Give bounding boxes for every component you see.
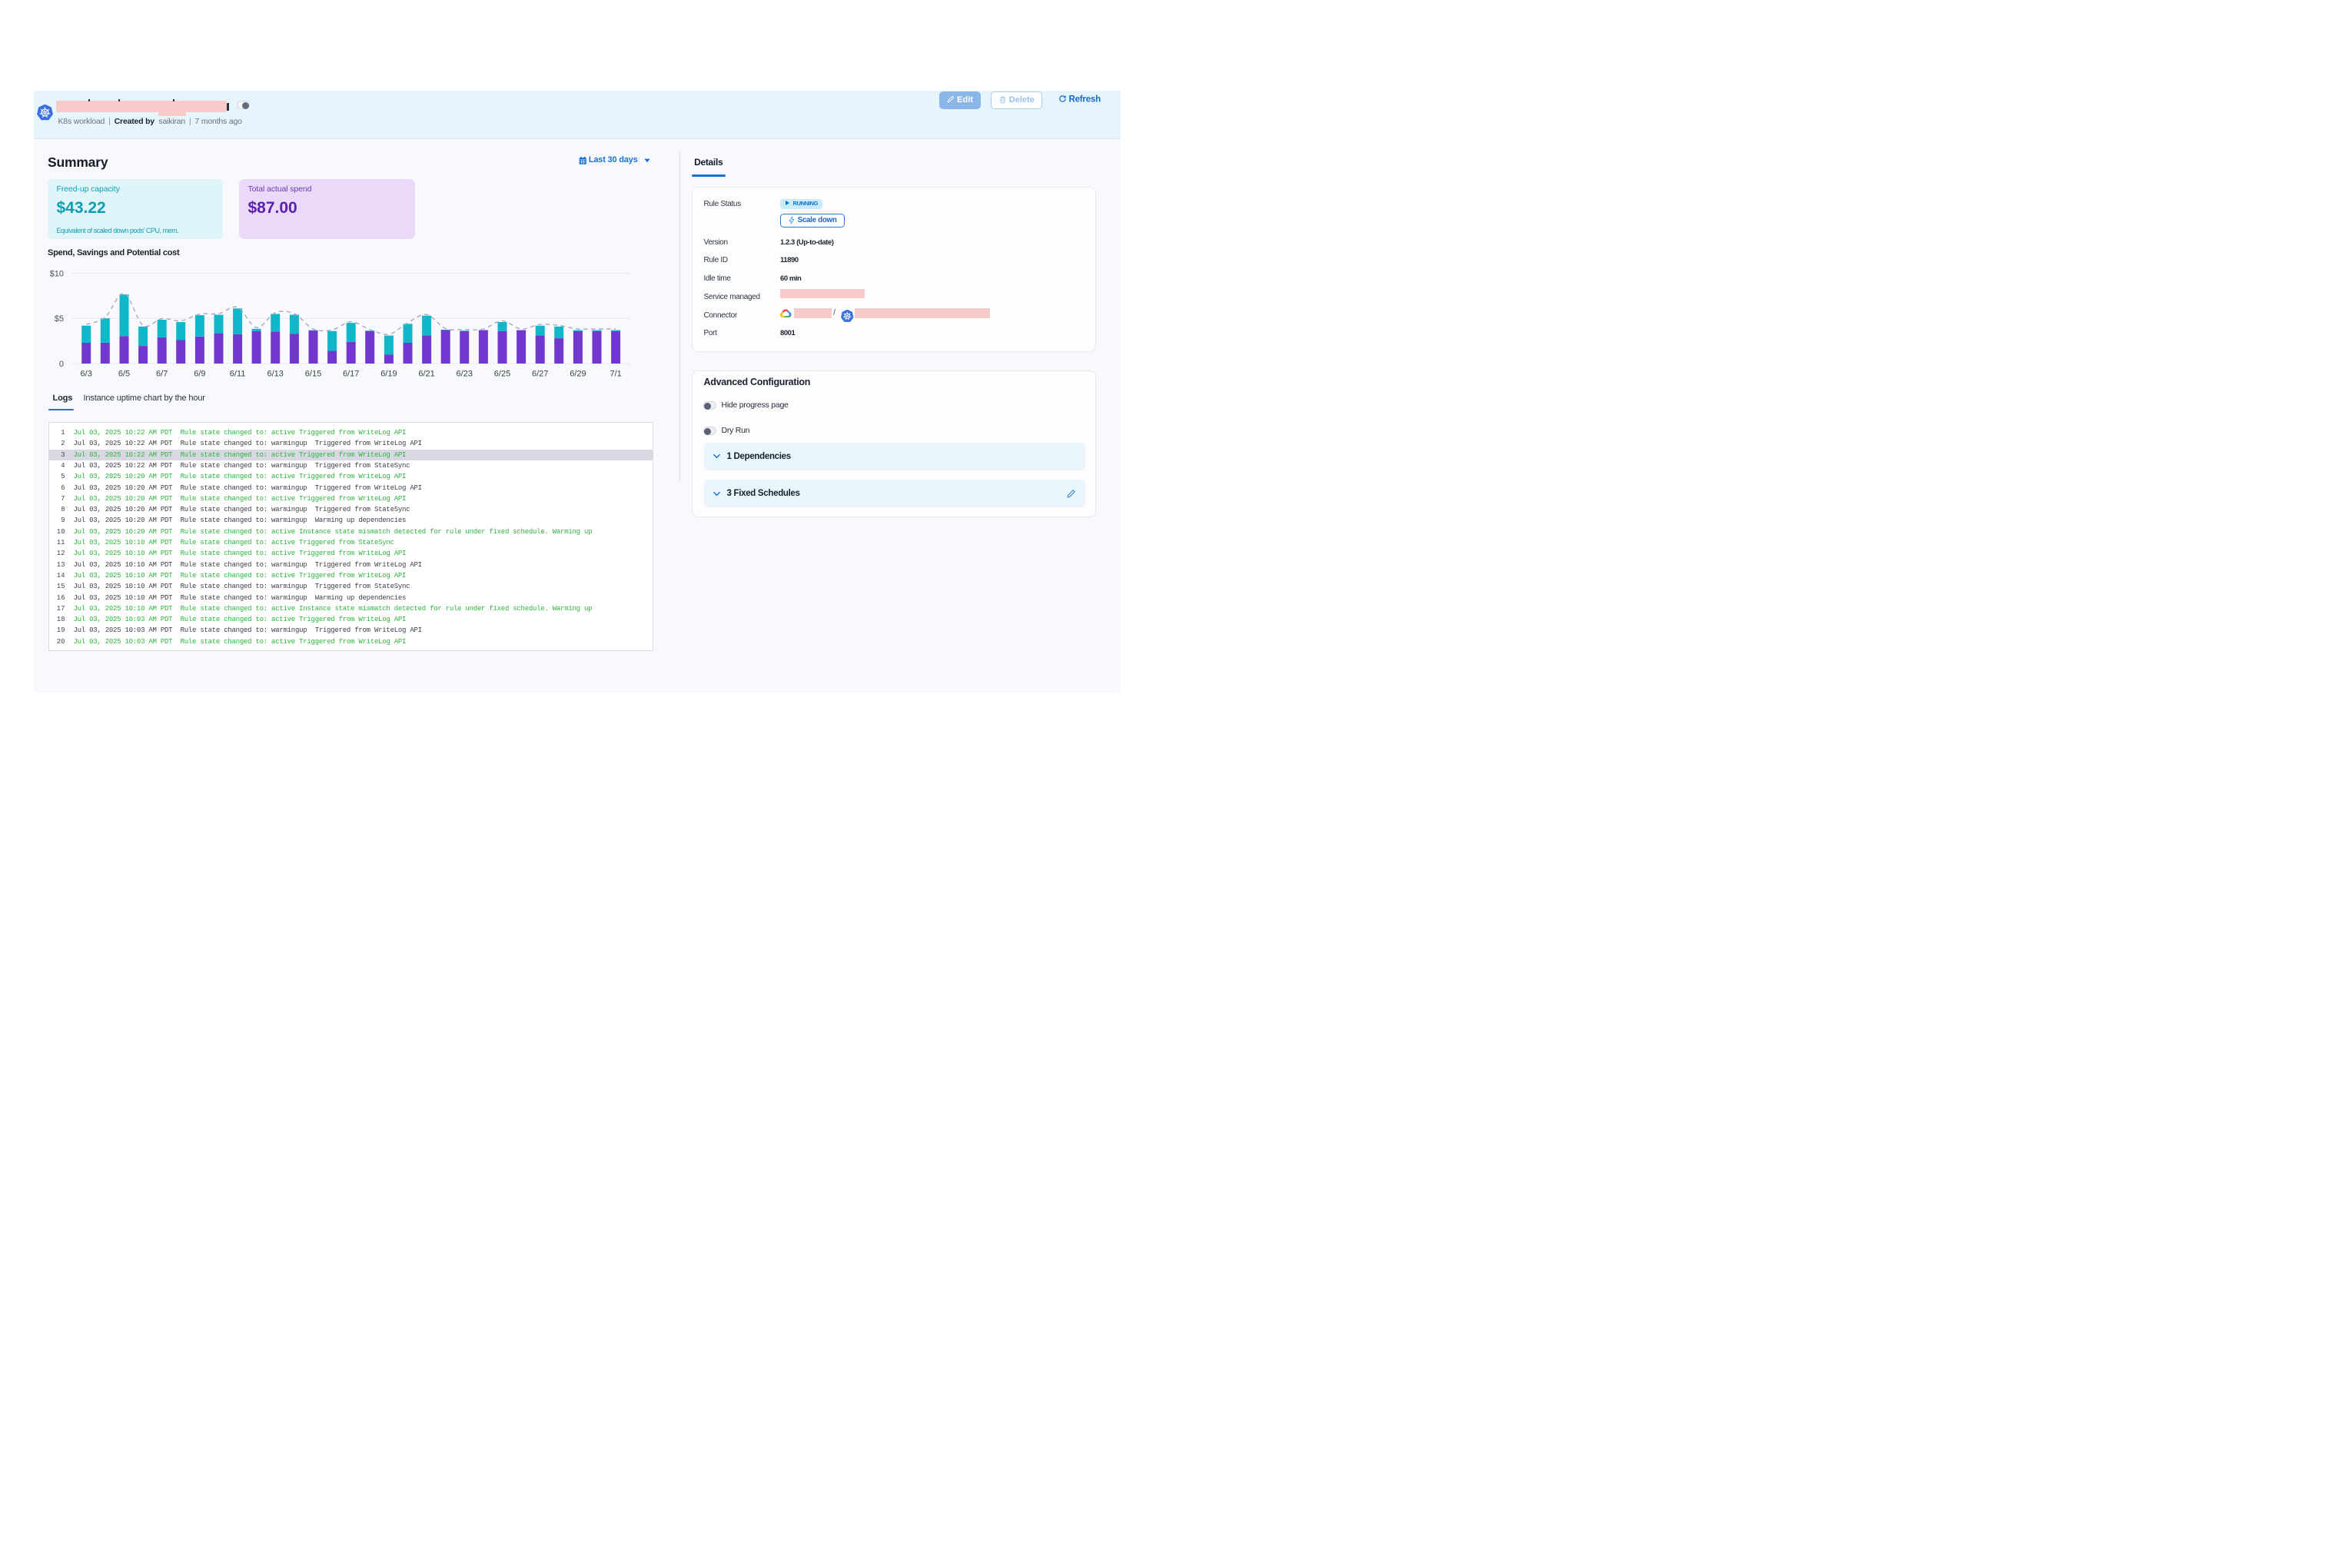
svg-text:6/25: 6/25 <box>494 370 510 379</box>
svg-text:6/17: 6/17 <box>343 370 359 379</box>
svg-text:7/1: 7/1 <box>610 370 621 379</box>
svg-text:6/19: 6/19 <box>380 370 397 379</box>
svg-text:0: 0 <box>59 360 64 369</box>
svg-text:6/11: 6/11 <box>230 370 246 379</box>
svg-text:6/29: 6/29 <box>570 370 586 379</box>
svg-text:6/23: 6/23 <box>456 370 472 379</box>
svg-text:$5: $5 <box>55 314 64 324</box>
svg-text:6/13: 6/13 <box>267 370 283 379</box>
svg-text:6/7: 6/7 <box>156 370 168 379</box>
svg-text:6/9: 6/9 <box>194 370 205 379</box>
svg-text:6/27: 6/27 <box>532 370 548 379</box>
svg-text:$10: $10 <box>50 269 64 278</box>
svg-text:6/15: 6/15 <box>305 370 321 379</box>
svg-text:6/21: 6/21 <box>418 370 434 379</box>
svg-text:6/3: 6/3 <box>81 370 92 379</box>
svg-text:6/5: 6/5 <box>118 370 130 379</box>
